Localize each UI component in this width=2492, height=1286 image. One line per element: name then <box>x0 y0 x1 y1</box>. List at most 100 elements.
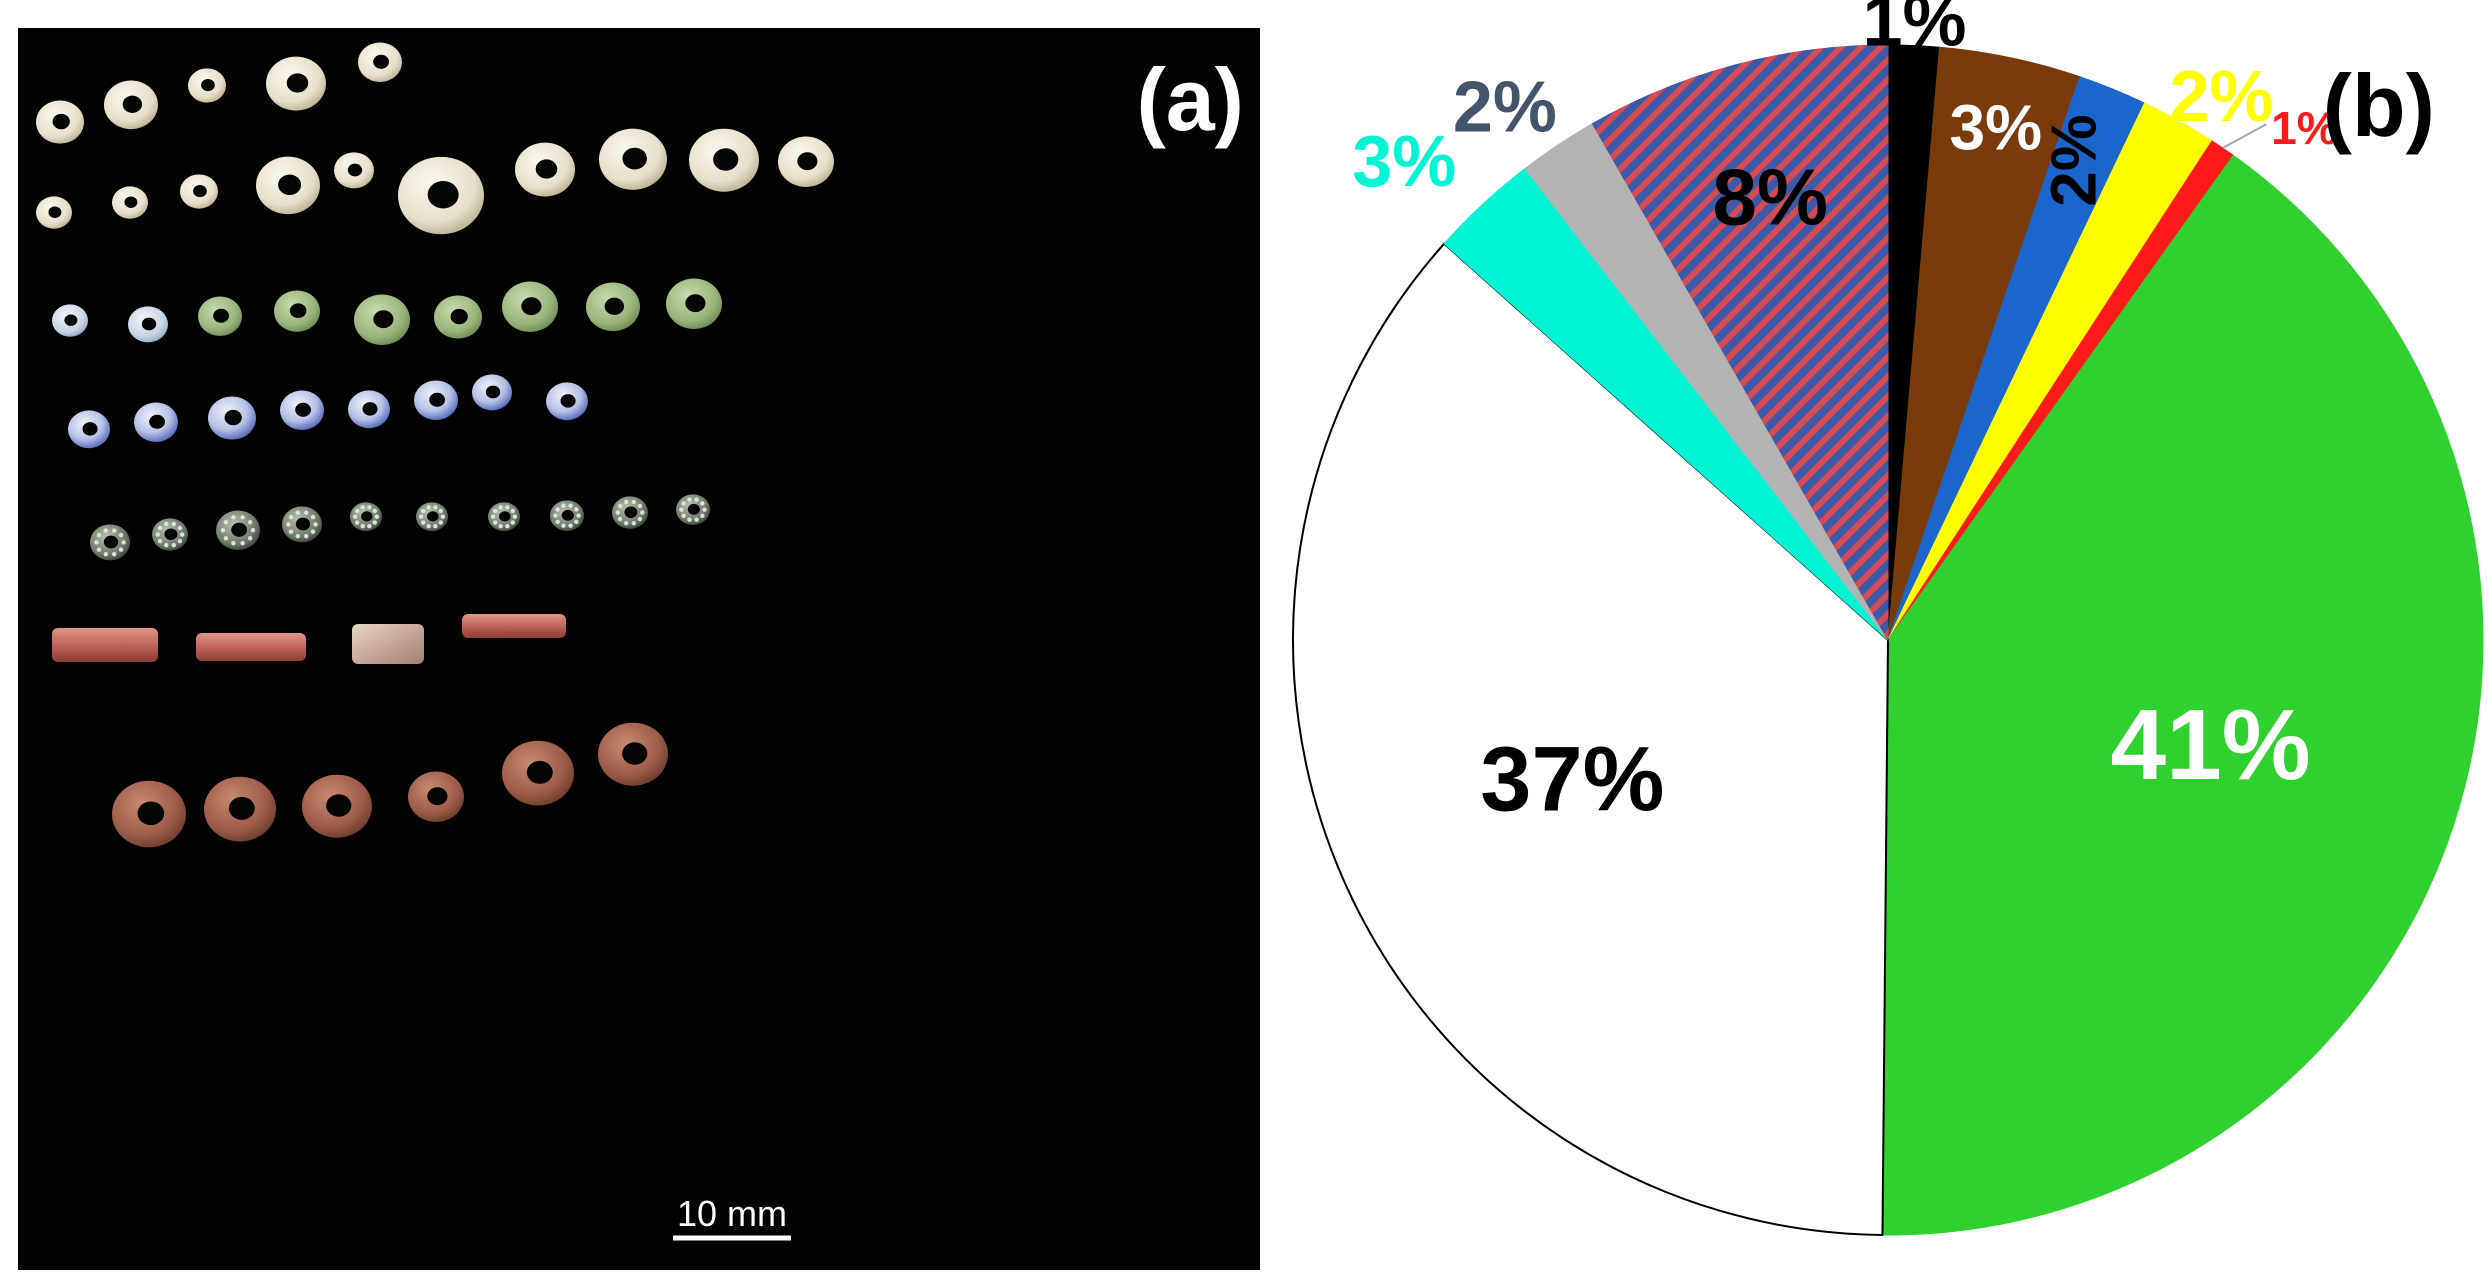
bead-hole <box>622 147 647 170</box>
bead-dot <box>313 522 318 527</box>
bead-dot <box>372 520 378 525</box>
bead-dot <box>561 523 566 528</box>
bead-hole <box>622 742 648 765</box>
bead-dot <box>304 533 309 539</box>
bead-hole <box>141 317 157 331</box>
bead-dot <box>223 536 229 541</box>
pie-chart-panel: 1% 3% 2% 2% 1% 41% 37% 3% 2% 8% (b) <box>1290 0 2492 1286</box>
bead-hole <box>450 308 468 325</box>
bead-photo-canvas: 10 mm (a) <box>36 42 1244 1241</box>
bead-dot <box>438 508 444 514</box>
bead-dot <box>295 510 300 515</box>
bead-dot <box>694 517 699 522</box>
bead-hole <box>228 796 255 820</box>
bead-dot <box>681 501 686 506</box>
bead-dot <box>702 507 707 512</box>
bead-hole <box>164 528 178 540</box>
pie-slice <box>1591 44 1889 642</box>
bead-dot <box>498 523 503 529</box>
bead-dot <box>155 532 160 537</box>
bead-dot <box>223 520 229 525</box>
bead-dot <box>433 505 438 510</box>
leader-line <box>2222 123 2267 149</box>
slice-label: 37% <box>1480 729 1664 831</box>
pie-chart: 1%3%2%2%1%41%37%3%2%8% (b) <box>1292 0 2484 1236</box>
bead-hole <box>429 392 446 407</box>
bead-dot <box>310 529 316 534</box>
bead-dot <box>624 499 629 505</box>
slice-label: 3% <box>1950 92 2043 164</box>
bead-dot <box>112 551 117 557</box>
bead-hole <box>231 522 248 537</box>
bead-dot <box>94 540 99 545</box>
bead-dot <box>112 528 117 533</box>
bead-dot <box>240 515 245 520</box>
bead-dot <box>492 520 498 525</box>
bead-dot <box>631 499 636 505</box>
bead-dot <box>240 541 245 546</box>
bead-hole <box>124 196 138 208</box>
bead-dot <box>360 505 365 510</box>
bead-hole <box>687 503 700 515</box>
bead-dot <box>231 541 236 546</box>
bead-dot <box>177 538 183 544</box>
bead-hole <box>326 794 352 817</box>
bead-dot <box>157 538 163 544</box>
bead-hole <box>103 535 119 549</box>
bead-dot <box>617 516 623 522</box>
bead-dot <box>418 514 424 519</box>
bead-dot <box>118 532 124 538</box>
slice-label: 8% <box>1712 153 1828 242</box>
bead-dot <box>96 532 102 538</box>
bead-dot <box>177 525 183 531</box>
bead-dot <box>360 523 365 529</box>
bead-hole <box>373 310 394 329</box>
bead-dot <box>576 513 581 518</box>
bead-dot <box>295 533 300 539</box>
bead-dot <box>367 505 372 510</box>
slice-label: 3% <box>1352 122 1456 202</box>
pie-slice <box>1881 154 2484 1236</box>
slice-label: 2% <box>1453 67 1557 147</box>
bead-dot <box>568 503 573 508</box>
tube-bead <box>196 633 306 661</box>
bead-hole <box>485 385 501 399</box>
pie-slice <box>1292 242 1890 1236</box>
bead-dot <box>288 514 294 520</box>
bead-dot <box>492 508 498 514</box>
bead-dot <box>288 529 294 534</box>
panel-a-label: (a) <box>1136 50 1244 149</box>
bead-hole <box>560 394 576 408</box>
bead-hole <box>713 148 739 171</box>
bead-dot <box>171 542 176 548</box>
bead-hole <box>52 113 70 130</box>
bead-hole <box>521 297 542 316</box>
bead-hole <box>48 206 62 218</box>
bead-dot <box>574 507 579 512</box>
bead-dot <box>438 520 444 525</box>
bead-dot <box>121 540 126 545</box>
tube-bead <box>462 614 566 638</box>
bead-dot <box>555 519 560 525</box>
bead-dot <box>510 508 516 514</box>
bead-hole <box>213 308 230 323</box>
bead-hole <box>289 303 307 319</box>
bead-dot <box>354 520 360 525</box>
bead-dot <box>180 532 185 537</box>
bead-dot <box>615 510 620 515</box>
bead-hole <box>373 54 390 69</box>
scale-bar-label: 10 mm <box>677 1193 787 1234</box>
bead-dot <box>700 501 705 506</box>
bead-hole <box>535 159 558 179</box>
bead-dot <box>426 505 431 510</box>
bead-dot <box>637 516 643 522</box>
bead-dot <box>637 503 643 509</box>
bead-dot <box>420 508 426 514</box>
bead-dot <box>103 528 108 533</box>
bead-dot <box>553 513 558 518</box>
bead-hole <box>797 152 818 171</box>
bead-dot <box>354 508 360 514</box>
bead-dot <box>679 507 684 512</box>
bead-dot <box>231 515 236 520</box>
bead-hole <box>82 422 98 436</box>
